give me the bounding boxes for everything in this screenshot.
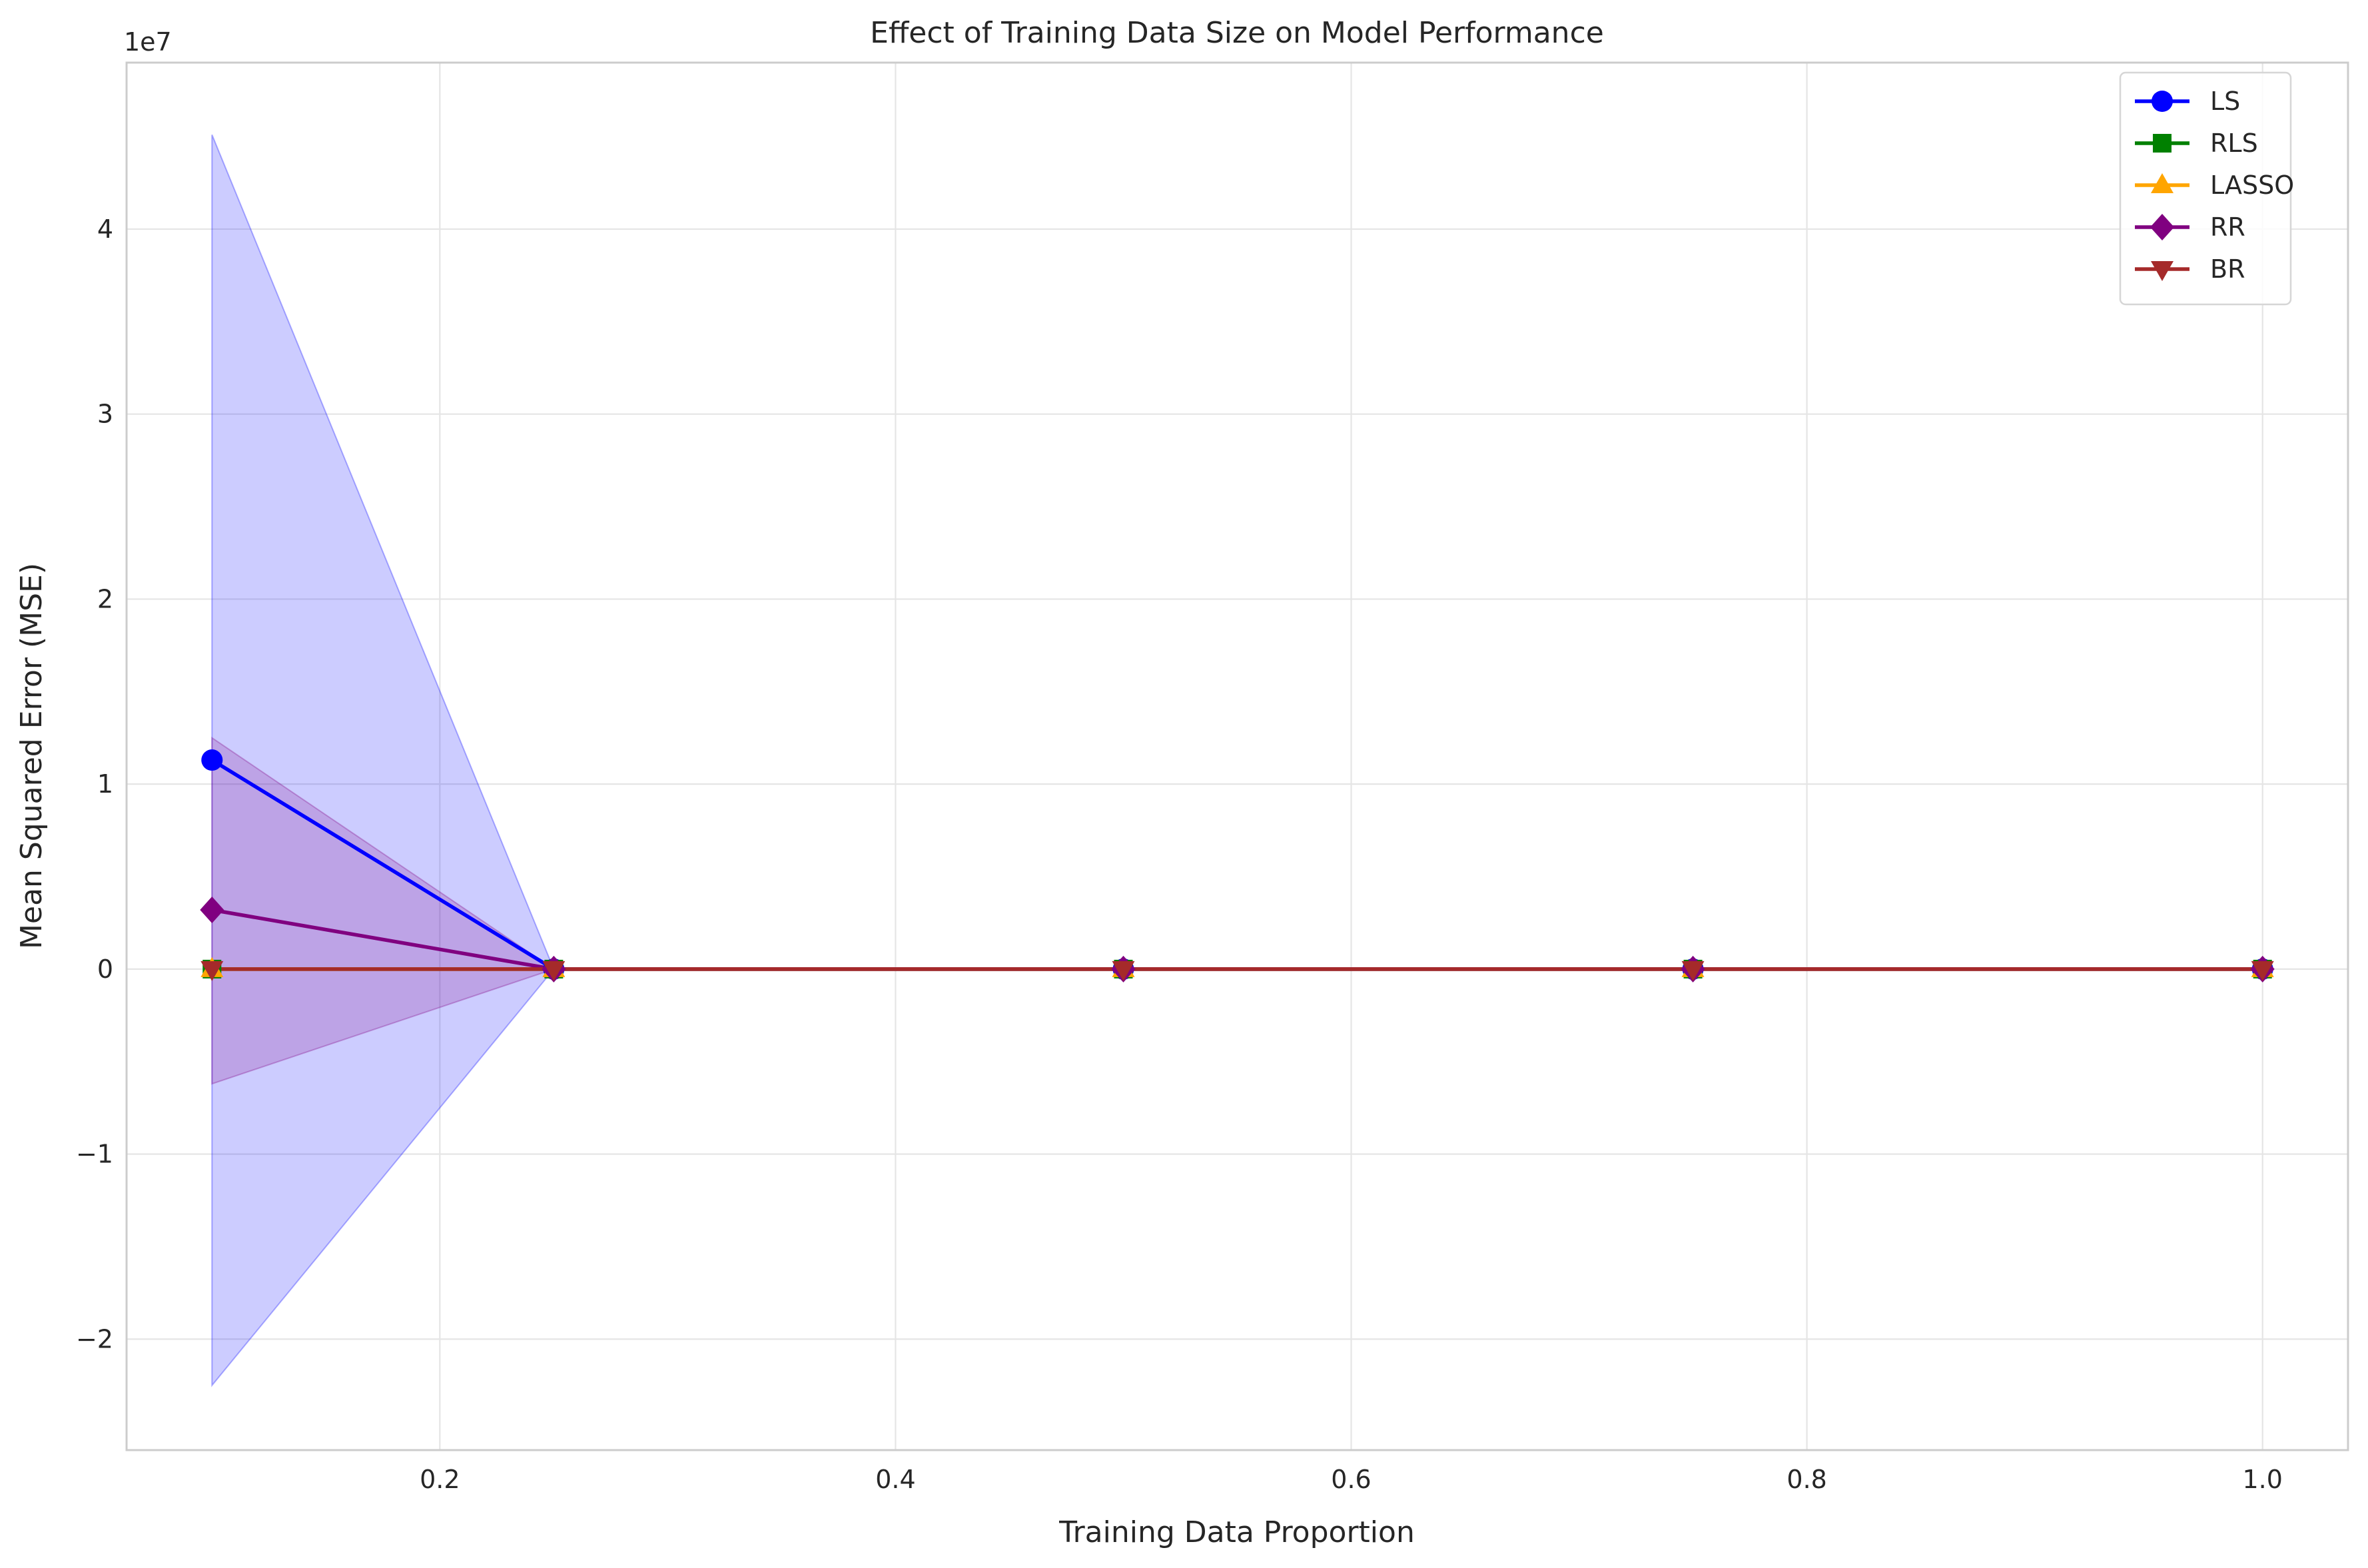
legend-label-rr: RR	[2210, 212, 2245, 242]
chart-title: Effect of Training Data Size on Model Pe…	[870, 16, 1604, 50]
tick-labels: 0.2 0.4 0.6 0.8 1.0 −2 −1 0 1 2 3 4	[76, 214, 2283, 1494]
legend-item-rr: RR	[2135, 212, 2245, 242]
legend-box	[2119, 71, 2292, 306]
x-tick-label: 0.2	[420, 1465, 460, 1494]
y-tick-label: −1	[76, 1140, 113, 1169]
y-tick-label: 4	[97, 214, 113, 244]
legend-item-ls: LS	[2135, 87, 2240, 116]
x-tick-label: 0.8	[1786, 1465, 1826, 1494]
data-point-ls	[201, 749, 223, 771]
x-tick-label: 0.6	[1331, 1465, 1371, 1494]
x-tick-label: 0.4	[875, 1465, 915, 1494]
legend: LS RLS LASSO RR BR	[2119, 71, 2294, 306]
data-point-br	[542, 961, 566, 981]
legend-item-rls: RLS	[2135, 129, 2258, 158]
x-tick-label: 1.0	[2243, 1465, 2283, 1494]
legend-marker-lasso	[2151, 173, 2173, 193]
y-tick-label: 3	[97, 400, 113, 429]
x-axis-title: Training Data Proportion	[1058, 1515, 1415, 1549]
plot-frame	[125, 61, 2349, 1451]
y-tick-label: 1	[97, 769, 113, 799]
y-tick-label: 2	[97, 584, 113, 613]
legend-label-ls: LS	[2210, 87, 2240, 116]
data-point-br	[1112, 961, 1135, 981]
legend-label-rls: RLS	[2210, 129, 2258, 158]
y-tick-label: −2	[76, 1324, 113, 1354]
legend-label-lasso: LASSO	[2210, 171, 2294, 200]
data-point-br	[1681, 961, 1705, 981]
data-point-rr	[200, 897, 224, 924]
plot-area	[127, 63, 2348, 1450]
legend-marker-ls	[2152, 91, 2173, 112]
legend-marker-rr	[2150, 214, 2174, 240]
legend-item-br: BR	[2135, 254, 2245, 284]
y-axis-title: Mean Squared Error (MSE)	[15, 563, 49, 949]
legend-marker-br	[2151, 261, 2173, 281]
y-axis-offset-label: 1e7	[124, 27, 172, 57]
y-tick-label: 0	[97, 955, 113, 984]
data-point-br	[2251, 961, 2274, 981]
legend-item-lasso: LASSO	[2135, 171, 2294, 200]
legend-label-br: BR	[2210, 254, 2245, 284]
data-point-br	[200, 961, 224, 981]
legend-marker-rls	[2153, 134, 2171, 153]
series-markers	[200, 749, 2275, 982]
